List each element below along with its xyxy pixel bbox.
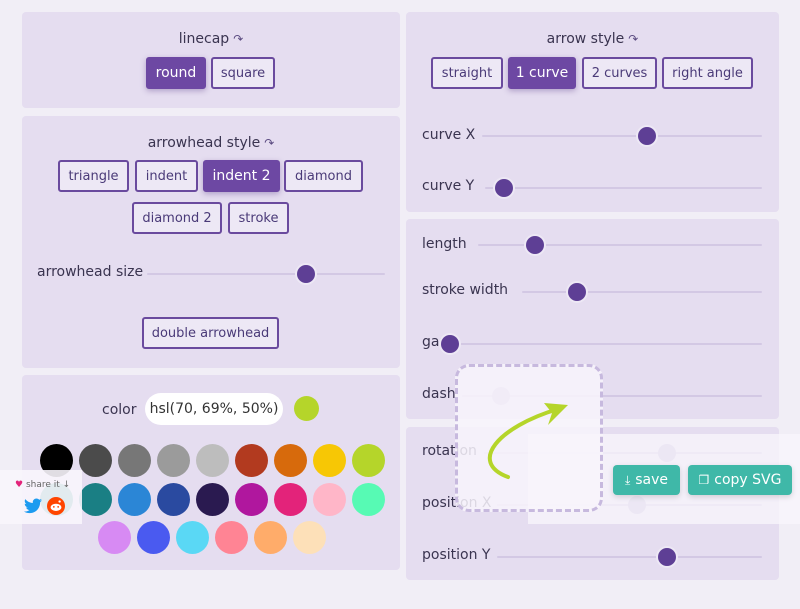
color-swatch[interactable] xyxy=(157,444,190,477)
share-widget: ♥ share it ↓ xyxy=(0,470,82,524)
length-label: length xyxy=(422,236,467,252)
dash-track[interactable] xyxy=(462,395,762,397)
color-swatch[interactable] xyxy=(215,521,248,554)
heart-icon: ♥ xyxy=(15,480,24,490)
position-y-slider-thumb[interactable] xyxy=(657,548,676,566)
reddit-icon[interactable] xyxy=(47,497,65,515)
curve-y-track[interactable] xyxy=(485,187,762,189)
curved-arrow-icon xyxy=(487,403,568,479)
arrowhead-diamond2-button[interactable]: diamond 2 xyxy=(132,202,222,234)
gap-slider-thumb[interactable] xyxy=(441,335,459,353)
arrow-preview-canvas[interactable] xyxy=(455,364,603,512)
color-swatch[interactable] xyxy=(118,444,151,477)
length-track[interactable] xyxy=(478,244,762,246)
color-swatch[interactable] xyxy=(137,521,170,554)
color-swatch[interactable] xyxy=(313,444,346,477)
curve-y-label: curve Y xyxy=(422,178,475,194)
linecap-square-button[interactable]: square xyxy=(211,57,275,89)
color-swatch[interactable] xyxy=(79,444,112,477)
color-swatch[interactable] xyxy=(157,483,190,516)
current-color-swatch[interactable] xyxy=(294,396,319,421)
position-y-label: position Y xyxy=(422,547,491,563)
arrowhead-stroke-button[interactable]: stroke xyxy=(228,202,289,234)
clipboard-icon: ❐ xyxy=(698,473,710,487)
rotate-icon: ↷ xyxy=(628,32,639,46)
linecap-panel: linecap ↷ round square xyxy=(22,12,400,108)
rotate-icon: ↷ xyxy=(264,136,275,150)
arrow-style-right-angle-button[interactable]: right angle xyxy=(662,57,753,89)
color-swatch[interactable] xyxy=(352,444,385,477)
arrowhead-size-slider-thumb[interactable] xyxy=(297,265,316,283)
arrow-style-straight-button[interactable]: straight xyxy=(431,57,503,89)
length-slider-thumb[interactable] xyxy=(525,236,544,254)
gap-track[interactable] xyxy=(450,343,762,345)
arrow-down-icon: ↓ xyxy=(62,480,71,490)
arrow-style-1-curve-button[interactable]: 1 curve xyxy=(508,57,576,89)
stroke-width-slider-thumb[interactable] xyxy=(568,283,587,301)
color-label: color xyxy=(102,402,137,418)
color-swatch[interactable] xyxy=(118,483,151,516)
color-swatch[interactable] xyxy=(98,521,131,554)
color-input[interactable]: hsl(70, 69%, 50%) xyxy=(145,393,283,425)
arrow-style-2-curves-button[interactable]: 2 curves xyxy=(582,57,657,89)
color-swatch[interactable] xyxy=(274,444,307,477)
double-arrowhead-button[interactable]: double arrowhead xyxy=(142,317,279,349)
rotate-icon: ↷ xyxy=(233,32,244,46)
linecap-title[interactable]: linecap ↷ xyxy=(178,31,244,47)
dash-label: dash xyxy=(422,386,456,402)
color-swatch[interactable] xyxy=(235,444,268,477)
curve-y-slider-thumb[interactable] xyxy=(495,179,514,197)
color-swatch[interactable] xyxy=(313,483,346,516)
stroke-width-track[interactable] xyxy=(522,291,762,293)
color-swatch[interactable] xyxy=(352,483,385,516)
arrowhead-triangle-button[interactable]: triangle xyxy=(58,160,129,192)
curve-x-slider-thumb[interactable] xyxy=(638,127,657,145)
color-swatch[interactable] xyxy=(196,444,229,477)
arrowhead-size-label: arrowhead size xyxy=(37,264,144,280)
curve-x-track[interactable] xyxy=(482,135,762,137)
twitter-icon[interactable] xyxy=(24,498,42,514)
color-swatch[interactable] xyxy=(254,521,287,554)
color-swatch[interactable] xyxy=(293,521,326,554)
copy-svg-button[interactable]: ❐ copy SVG xyxy=(688,465,792,495)
arrow-style-title[interactable]: arrow style ↷ xyxy=(546,31,639,47)
position-y-track[interactable] xyxy=(497,556,762,558)
arrowhead-title[interactable]: arrowhead style ↷ xyxy=(147,135,275,151)
color-swatch[interactable] xyxy=(176,521,209,554)
color-swatch[interactable] xyxy=(79,483,112,516)
arrowhead-size-track[interactable] xyxy=(147,273,385,275)
color-swatch[interactable] xyxy=(235,483,268,516)
color-swatch[interactable] xyxy=(274,483,307,516)
arrowhead-indent2-button[interactable]: indent 2 xyxy=(203,160,280,192)
curve-x-label: curve X xyxy=(422,127,476,143)
save-button[interactable]: ⤓ save xyxy=(613,465,680,495)
download-icon: ⤓ xyxy=(624,472,631,487)
linecap-round-button[interactable]: round xyxy=(146,57,206,89)
arrow-style-panel: arrow style ↷ straight 1 curve 2 curves r… xyxy=(406,12,779,212)
arrowhead-panel: arrowhead style ↷ triangle indent indent … xyxy=(22,116,400,368)
color-swatch[interactable] xyxy=(196,483,229,516)
share-label: share it xyxy=(25,480,60,490)
arrowhead-diamond-button[interactable]: diamond xyxy=(284,160,363,192)
stroke-width-label: stroke width xyxy=(422,282,509,298)
arrowhead-indent-button[interactable]: indent xyxy=(135,160,198,192)
